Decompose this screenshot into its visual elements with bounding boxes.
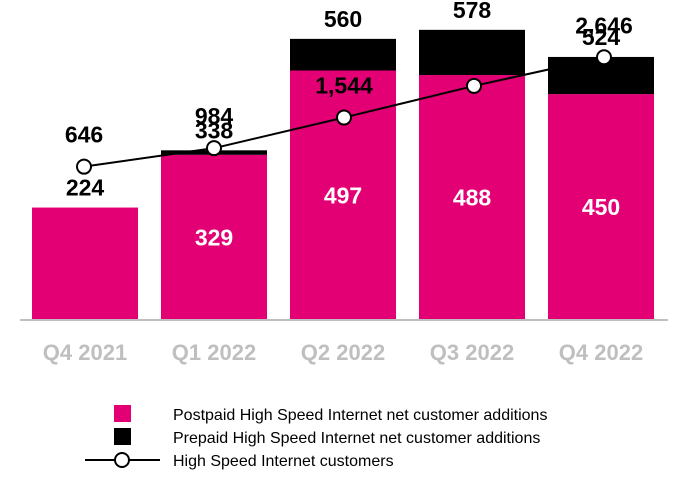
bars-layer: [32, 29, 654, 320]
x-tick-5: Q4 2022: [559, 340, 643, 365]
legend: Postpaid High Speed Internet net custome…: [85, 405, 547, 470]
x-tick-1: Q4 2021: [43, 340, 127, 365]
legend-label-postpaid: Postpaid High Speed Internet net custome…: [173, 407, 547, 424]
customers-point-5: [596, 49, 612, 66]
x-tick-2: Q1 2022: [172, 340, 256, 365]
customers-label-3: 1,544: [315, 73, 373, 99]
postpaid-label-2: 329: [195, 224, 233, 250]
customers-label-1: 646: [65, 122, 103, 148]
bar-postpaid-4: [419, 75, 525, 320]
total-label-2: 338: [195, 117, 234, 143]
labels-layer: 224 338 329 560 497 578 488 524 450 646 984 1,544 2,…: [65, 0, 633, 250]
x-tick-labels: Q4 2021 Q1 2022 Q2 2022 Q3 2022 Q4 2022: [43, 340, 643, 365]
customers-point-2: [206, 140, 222, 157]
customers-point-3: [336, 109, 352, 126]
legend-swatch-prepaid: [114, 428, 131, 445]
line-series-layer: [76, 49, 612, 175]
bar-postpaid-5: [548, 94, 654, 320]
legend-swatch-postpaid: [114, 405, 131, 422]
legend-label-prepaid: Prepaid High Speed Internet net customer…: [173, 430, 540, 447]
legend-label-customers: High Speed Internet customers: [173, 453, 394, 470]
total-label-5: 524: [582, 24, 621, 50]
x-tick-4: Q3 2022: [430, 340, 514, 365]
bar-postpaid-1: [32, 207, 138, 320]
customers-label-2: 984: [195, 103, 234, 129]
customers-point-4: [466, 77, 482, 94]
bar-prepaid-4: [419, 29, 525, 76]
customers-label-4: 2,122: [445, 41, 503, 67]
total-label-3: 560: [324, 6, 362, 32]
bar-prepaid-3: [290, 38, 396, 71]
legend-marker-customers: [114, 452, 130, 468]
bar-postpaid-2: [161, 154, 267, 320]
total-label-1: 224: [66, 175, 105, 201]
x-tick-3: Q2 2022: [301, 340, 385, 365]
total-label-4: 578: [453, 0, 492, 23]
customers-point-1: [76, 158, 92, 175]
postpaid-label-4: 488: [453, 185, 492, 211]
customers-label-5: 2,646: [575, 12, 633, 38]
postpaid-label-5: 450: [582, 194, 620, 220]
postpaid-label-3: 497: [324, 182, 362, 208]
